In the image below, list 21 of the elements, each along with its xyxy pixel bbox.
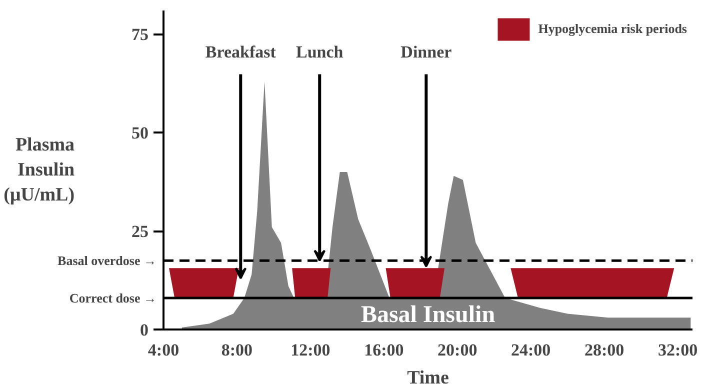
legend-label: Hypoglycemia risk periods xyxy=(538,21,687,37)
x-axis-title: Time xyxy=(407,368,449,388)
ref-line-label: Basal overdose → xyxy=(58,253,157,268)
x-tick-label: 28:00 xyxy=(584,340,624,360)
x-tick-label: 16:00 xyxy=(364,340,404,360)
x-tick-label: 8:00 xyxy=(221,340,253,360)
annotation: Dinner xyxy=(400,42,452,62)
ref-line-label: Correct dose → xyxy=(69,290,157,306)
annotation: Basal Insulin xyxy=(360,302,496,328)
y-axis-title: Plasma Insulin (μU/mL) xyxy=(4,134,76,206)
x-tick-label: 20:00 xyxy=(438,340,478,360)
x-tick-label: 32:00 xyxy=(658,340,698,360)
y-tick-label: 0 xyxy=(140,320,148,340)
y-tick-label: 25 xyxy=(132,222,148,242)
x-tick-label: 24:00 xyxy=(511,340,551,360)
annotation: Breakfast xyxy=(205,42,276,62)
annotation: Lunch xyxy=(296,42,344,62)
y-tick-label: 75 xyxy=(132,25,148,44)
x-tick-label: 12:00 xyxy=(290,340,330,360)
x-tick-label: 4:00 xyxy=(148,340,180,360)
y-tick-label: 50 xyxy=(132,124,148,143)
